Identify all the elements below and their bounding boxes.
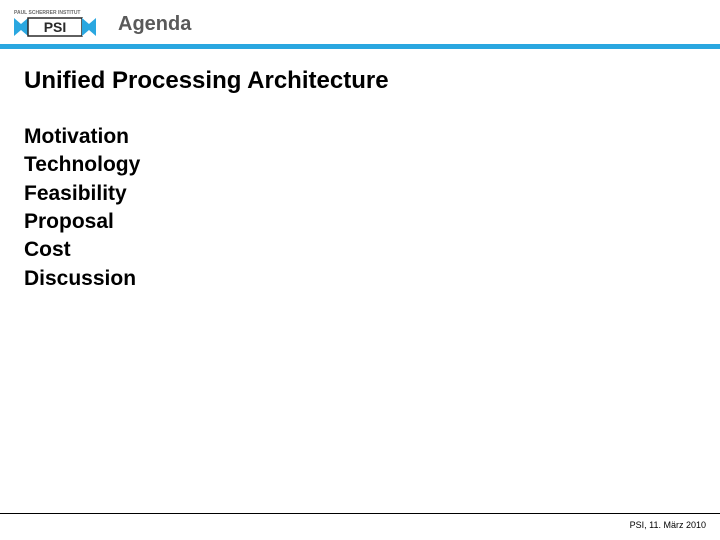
agenda-item: Motivation (24, 123, 696, 151)
agenda-item: Technology (24, 151, 696, 179)
agenda-item: Cost (24, 236, 696, 264)
footer-text: PSI, 11. März 2010 (630, 520, 706, 530)
logo-top-text: PAUL SCHERRER INSTITUT (14, 10, 80, 16)
footer-divider (0, 513, 720, 514)
header: PAUL SCHERRER INSTITUT PSI Agenda (0, 0, 720, 42)
psi-logo: PAUL SCHERRER INSTITUT PSI (12, 7, 104, 41)
agenda-item: Feasibility (24, 180, 696, 208)
agenda-list: Motivation Technology Feasibility Propos… (24, 123, 696, 293)
slide-title: Agenda (118, 13, 191, 36)
agenda-item: Proposal (24, 208, 696, 236)
agenda-item: Discussion (24, 265, 696, 293)
main-heading: Unified Processing Architecture (24, 67, 696, 95)
logo-main-text: PSI (44, 19, 67, 35)
content-area: Unified Processing Architecture Motivati… (0, 49, 720, 293)
